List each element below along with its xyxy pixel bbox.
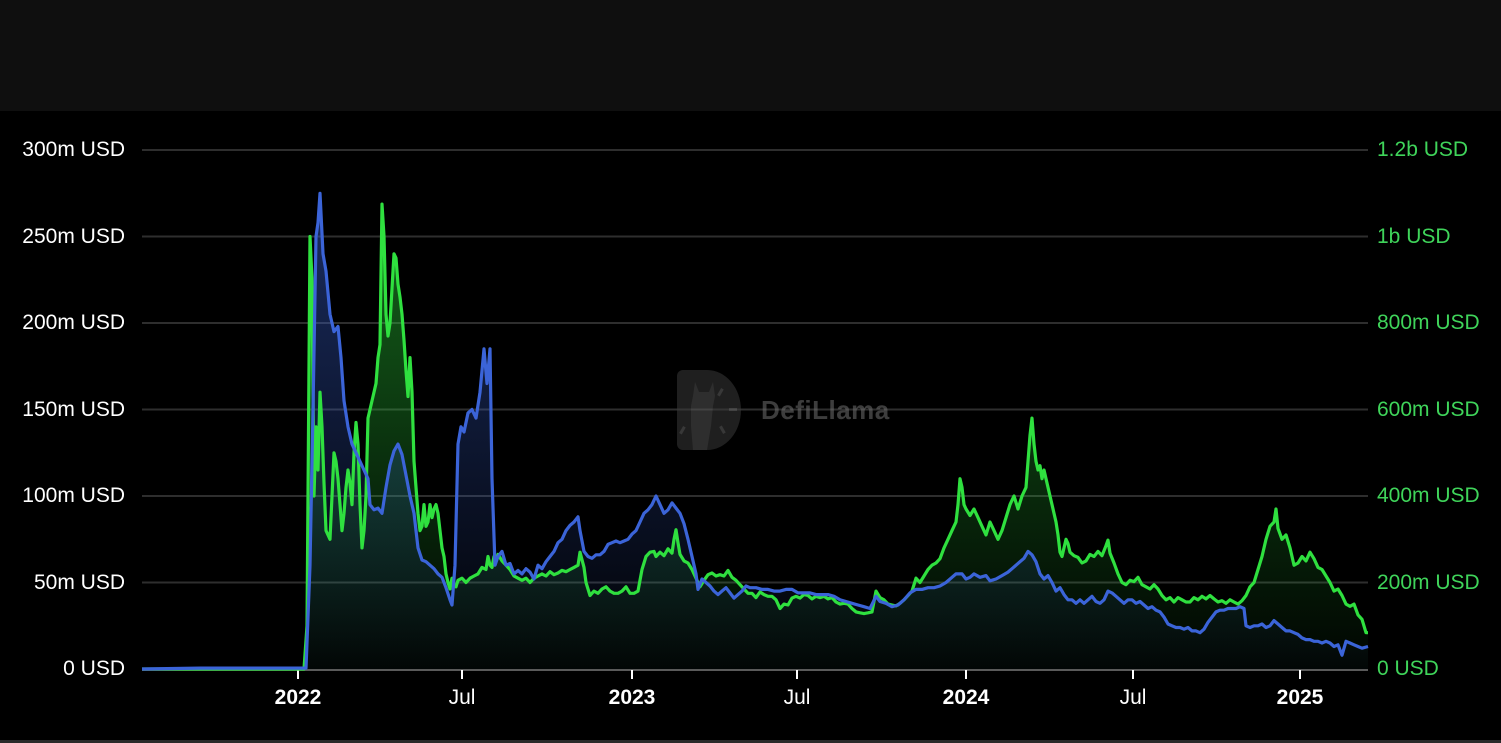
defillama-watermark: DefiLlama [677,369,917,451]
left-axis-tick-label: 50m USD [33,570,125,594]
top-header-bar [0,0,1501,111]
watermark-text: DefiLlama [761,394,890,425]
series-b-line[interactable] [142,202,1368,671]
right-axis-tick-label: 800m USD [1377,311,1480,334]
left-axis-tick-label: 200m USD [22,311,125,334]
left-axis-tick-label: 150m USD [22,397,125,421]
x-axis-tick-label: 2025 [1276,686,1324,709]
right-axis-tick-label: 400m USD [1377,484,1480,507]
bottom-border [0,740,1501,743]
series-lines [141,191,1369,671]
right-axis-tick-label: 1.2b USD [1377,138,1469,161]
x-axis-tick-label: Jul [448,686,476,709]
x-axis-tick-label: 2023 [608,686,656,709]
right-axis-tick-label: 600m USD [1377,397,1480,421]
x-axis-tick-label: 2022 [274,686,322,709]
left-axis-tick-label: 100m USD [22,484,125,507]
x-axis-tick-label: Jul [1119,686,1147,709]
right-axis-tick-label: 1b USD [1377,224,1451,248]
right-axis-tick-label: 200m USD [1377,570,1480,594]
series-a-line[interactable] [141,191,1369,671]
left-axis-tick-label: 250m USD [22,224,125,248]
left-axis-tick-label: 300m USD [22,138,125,161]
right-axis-tick-label: 0 USD [1377,657,1439,680]
left-axis-tick-label: 0 USD [63,657,125,680]
x-axis-tick-label: Jul [783,686,811,709]
x-axis [142,669,1368,679]
x-axis-tick-label: 2024 [942,686,990,709]
llama-logo-icon [677,370,741,450]
